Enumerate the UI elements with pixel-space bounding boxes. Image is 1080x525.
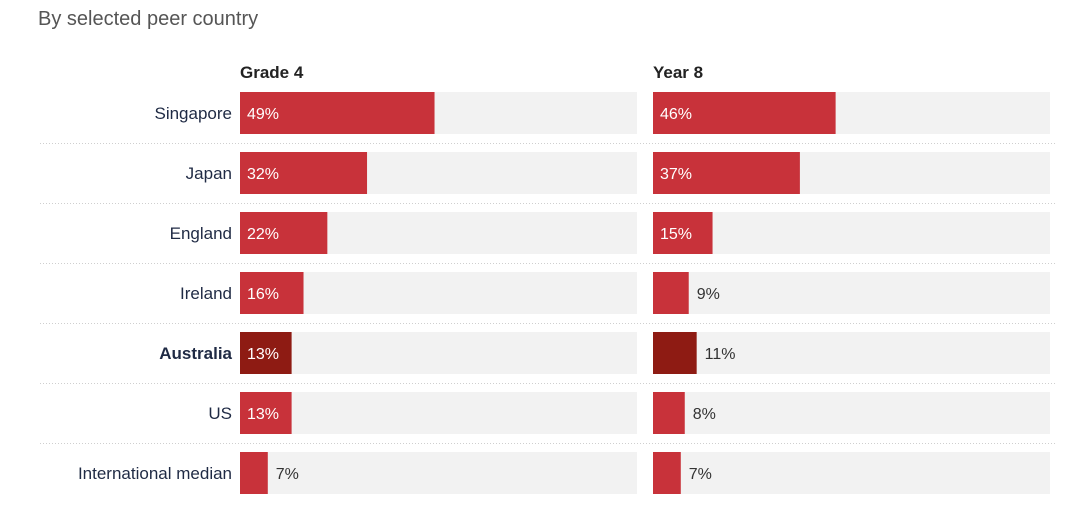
bar [653,452,681,494]
bar [653,212,713,254]
data-label: 8% [693,406,716,423]
bar [653,92,836,134]
bar [240,452,268,494]
bar [240,392,292,434]
bar-track [240,392,637,434]
category-label: US [208,404,232,423]
series-title-1: Year 8 [653,63,703,82]
bar [653,272,689,314]
series-title-0: Grade 4 [240,63,304,82]
chart-subtitle: By selected peer country [38,8,259,30]
category-label: Australia [159,344,232,363]
category-label: Singapore [154,104,232,123]
category-label: International median [78,464,232,483]
data-label: 37% [660,166,692,183]
data-label: 22% [247,226,279,243]
bar [240,212,328,254]
bar [240,272,304,314]
bar [240,92,435,134]
category-label: England [170,224,232,243]
data-label: 7% [689,466,712,483]
bar [240,332,292,374]
bar [653,152,800,194]
bar [240,152,368,194]
data-label: 9% [697,286,720,303]
data-label: 46% [660,106,692,123]
bar-track [653,452,1050,494]
bar-track [653,332,1050,374]
bar [653,392,685,434]
data-label: 11% [705,346,736,363]
data-label: 15% [660,226,692,243]
data-label: 13% [247,406,279,423]
data-label: 49% [247,106,279,123]
bar-track [240,332,637,374]
data-label: 7% [276,466,299,483]
bar-track [653,272,1050,314]
bar-track [653,392,1050,434]
category-label: Ireland [180,284,232,303]
bar-track [653,212,1050,254]
bar-track [240,272,637,314]
bar [653,332,697,374]
data-label: 32% [247,166,279,183]
data-label: 13% [247,346,279,363]
bar-track [240,452,637,494]
category-label: Japan [186,164,232,183]
data-label: 16% [247,286,279,303]
